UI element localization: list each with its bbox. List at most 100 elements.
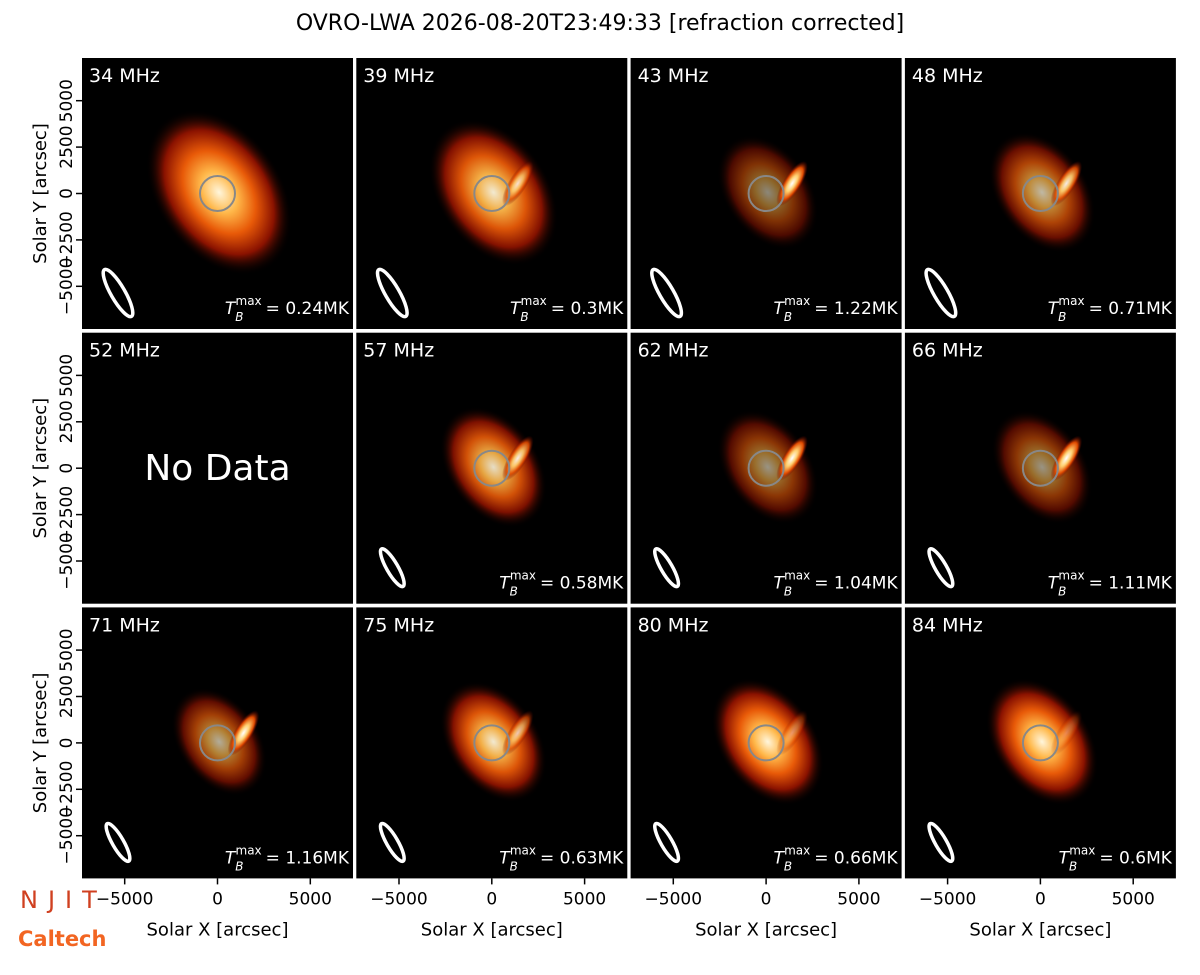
solar-disk xyxy=(473,175,511,212)
solar-image xyxy=(378,681,547,864)
x-tick-label: −5000 xyxy=(919,889,977,909)
frequency-label: 71 MHz xyxy=(89,614,160,636)
y-tick-label: 2500 xyxy=(57,400,77,443)
tmax-sup: max xyxy=(1058,294,1084,308)
emission-main xyxy=(440,681,547,803)
tmax-value: 0.66MK xyxy=(834,848,899,868)
tmax-value: 1.04MK xyxy=(834,574,899,594)
tmax-eq: = xyxy=(814,848,834,868)
tmax-sup: max xyxy=(784,294,810,308)
beam xyxy=(375,267,409,319)
solar-image xyxy=(101,109,293,319)
tmax-symbol: T xyxy=(773,574,785,594)
x-axis-label: Solar X [arcsec] xyxy=(695,919,837,940)
solar-image xyxy=(927,409,1093,589)
x-tick-label: 0 xyxy=(212,889,223,909)
frequency-label: 43 MHz xyxy=(638,65,709,87)
tmax-sub: B xyxy=(784,859,792,873)
tmax-label: TBmax = 1.04MK xyxy=(773,569,898,599)
tmax-label: TBmax = 0.66MK xyxy=(773,843,898,873)
frequency-label: 39 MHz xyxy=(363,65,434,87)
tmax-label: TBmax = 0.63MK xyxy=(499,843,624,873)
solar-image xyxy=(375,119,559,319)
tmax-label: TBmax = 0.3MK xyxy=(510,294,624,324)
tmax-eq: = xyxy=(540,848,560,868)
solar-disk xyxy=(1021,175,1059,212)
panel: 62 MHz TBmax = 1.04MK xyxy=(630,332,902,604)
frequency-label: 80 MHz xyxy=(638,614,709,636)
solar-disk xyxy=(199,724,236,762)
tmax-sub: B xyxy=(784,585,792,599)
y-tick-label: −2500 xyxy=(57,211,77,269)
tmax-value: 0.63MK xyxy=(560,848,625,868)
tmax-eq: = xyxy=(814,299,834,319)
logo-caltech: Caltech xyxy=(18,927,106,951)
tmax-symbol: T xyxy=(510,299,522,319)
tmax-value: 0.24MK xyxy=(285,299,350,319)
tmax-eq: = xyxy=(266,299,286,319)
tmax-label: TBmax = 0.6MK xyxy=(1059,843,1173,873)
frequency-label: 57 MHz xyxy=(363,340,434,362)
logo-njit: NJIT xyxy=(20,886,107,914)
y-tick-label: 5000 xyxy=(57,628,77,671)
solar-disk xyxy=(747,449,785,487)
panel: 57 MHz TBmax = 0.58MK xyxy=(356,332,628,604)
y-tick-label: 0 xyxy=(57,188,77,199)
y-tick-label: −5000 xyxy=(57,532,77,590)
tmax-symbol: T xyxy=(499,848,511,868)
x-tick-label: 0 xyxy=(761,889,772,909)
y-tick-label: 2500 xyxy=(57,675,77,718)
x-tick-label: 5000 xyxy=(289,889,332,909)
tmax-symbol: T xyxy=(1059,848,1071,868)
emission-main xyxy=(146,109,293,276)
x-tick-label: 5000 xyxy=(563,889,606,909)
tmax-sub: B xyxy=(510,585,518,599)
panel: 71 MHz TBmax = 1.16MK −5000−2500 0 2500 5000 So… xyxy=(30,607,353,940)
tmax-sub: B xyxy=(1058,310,1066,324)
beam xyxy=(378,547,406,589)
panel: 39 MHz TBmax = 0.3MK xyxy=(356,58,628,329)
y-tick-label: −2500 xyxy=(57,486,77,544)
solar-disk xyxy=(199,175,236,212)
emission-main xyxy=(991,409,1093,525)
y-tick-label: 0 xyxy=(57,737,77,748)
y-axis-label: Solar Y [arcsec] xyxy=(30,398,51,539)
tmax-sub: B xyxy=(1058,585,1066,599)
tmax-label: TBmax = 0.71MK xyxy=(1048,294,1173,324)
solar-image xyxy=(927,678,1099,864)
x-tick-label: 0 xyxy=(1035,889,1046,909)
frequency-label: 34 MHz xyxy=(89,65,160,87)
tmax-symbol: T xyxy=(773,299,785,319)
frequency-label: 66 MHz xyxy=(912,340,983,362)
x-tick-label: 5000 xyxy=(837,889,880,909)
panel: 66 MHz TBmax = 1.11MK xyxy=(904,332,1176,604)
emission-main xyxy=(985,678,1099,806)
y-tick-label: −5000 xyxy=(57,807,77,865)
tmax-value: 1.22MK xyxy=(834,299,899,319)
tmax-label: TBmax = 1.16MK xyxy=(225,843,350,873)
y-tick-label: −2500 xyxy=(57,761,77,819)
x-axis-label: Solar X [arcsec] xyxy=(969,919,1111,940)
tmax-eq: = xyxy=(551,299,571,319)
beam xyxy=(650,267,684,319)
solar-disk xyxy=(473,724,511,762)
tmax-eq: = xyxy=(266,848,286,868)
tmax-label: TBmax = 0.24MK xyxy=(225,294,350,324)
tmax-value: 1.16MK xyxy=(285,848,350,868)
y-tick-label: 5000 xyxy=(57,79,77,122)
x-tick-label: 0 xyxy=(486,889,497,909)
panel: 34 MHz TBmax = 0.24MK −5000−2500 0 2500 5000 So… xyxy=(30,58,353,329)
y-axis-label: Solar Y [arcsec] xyxy=(30,673,51,814)
tmax-sub: B xyxy=(235,859,243,873)
tmax-value: 0.58MK xyxy=(560,574,625,594)
tmax-value: 1.11MK xyxy=(1108,574,1173,594)
beam xyxy=(104,821,132,864)
panel: 43 MHz TBmax = 1.22MK xyxy=(630,58,902,329)
solar-image xyxy=(378,406,547,589)
beam xyxy=(927,821,955,864)
